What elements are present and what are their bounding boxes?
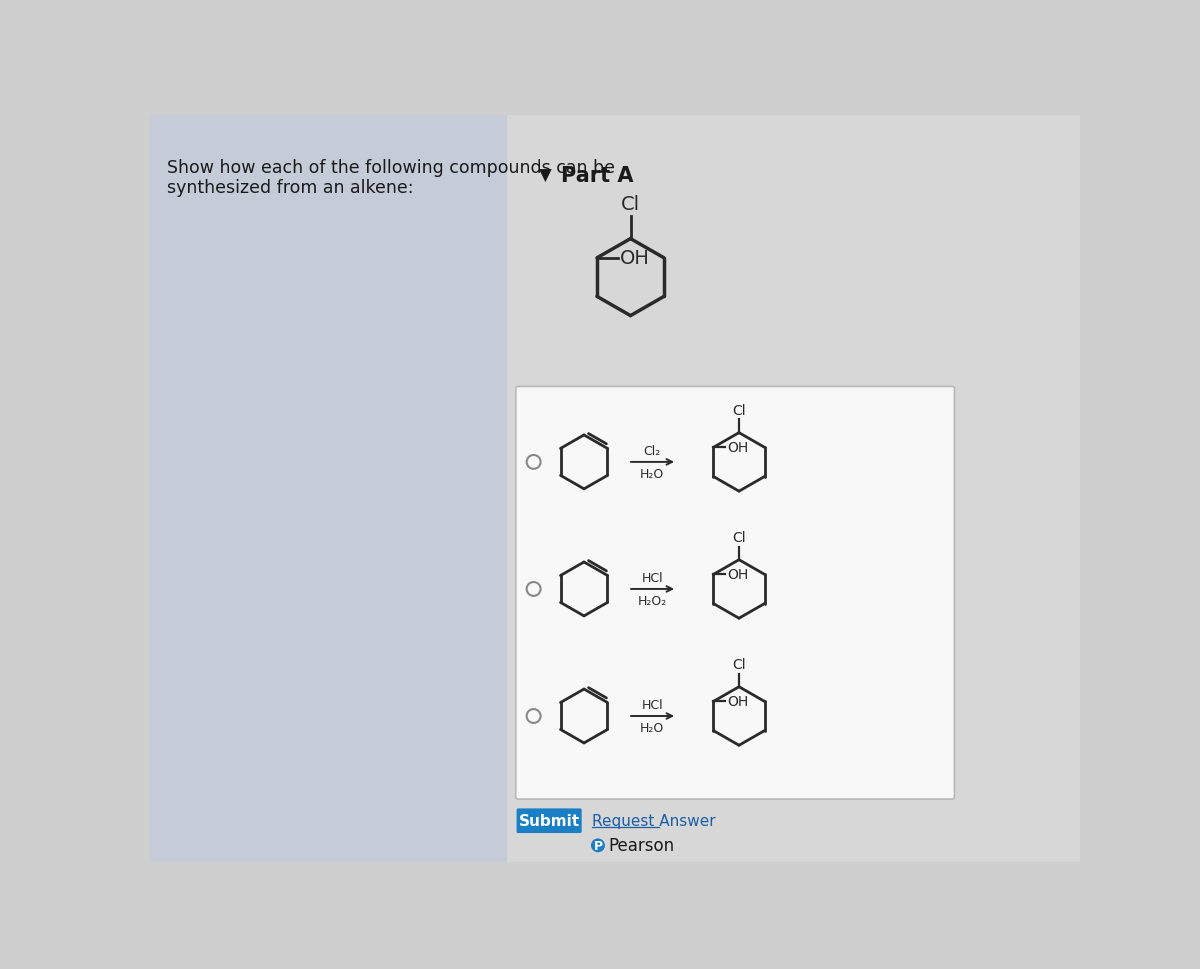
Text: Submit: Submit xyxy=(518,813,580,828)
Text: Cl: Cl xyxy=(732,658,746,672)
Text: Show how each of the following compounds can be: Show how each of the following compounds… xyxy=(167,159,616,176)
Text: H₂O₂: H₂O₂ xyxy=(637,594,667,607)
Text: synthesized from an alkene:: synthesized from an alkene: xyxy=(167,178,414,197)
Text: ▼: ▼ xyxy=(539,167,552,184)
Text: Cl: Cl xyxy=(732,404,746,418)
Text: P: P xyxy=(593,839,602,852)
Text: OH: OH xyxy=(727,441,748,454)
Text: OH: OH xyxy=(619,249,649,268)
FancyBboxPatch shape xyxy=(150,116,506,862)
Text: Cl: Cl xyxy=(620,195,640,213)
FancyBboxPatch shape xyxy=(506,116,1080,862)
Circle shape xyxy=(590,838,605,853)
Text: HCl: HCl xyxy=(641,699,664,711)
FancyBboxPatch shape xyxy=(516,808,582,833)
Text: H₂O: H₂O xyxy=(640,721,665,734)
Text: Part A: Part A xyxy=(560,167,634,186)
Text: Pearson: Pearson xyxy=(608,836,674,855)
Text: Cl: Cl xyxy=(732,531,746,545)
Text: Cl₂: Cl₂ xyxy=(643,445,661,457)
FancyBboxPatch shape xyxy=(516,387,954,799)
Text: HCl: HCl xyxy=(641,572,664,584)
Text: OH: OH xyxy=(727,695,748,708)
Text: H₂O: H₂O xyxy=(640,467,665,480)
Text: Request Answer: Request Answer xyxy=(592,813,715,828)
Text: OH: OH xyxy=(727,568,748,581)
